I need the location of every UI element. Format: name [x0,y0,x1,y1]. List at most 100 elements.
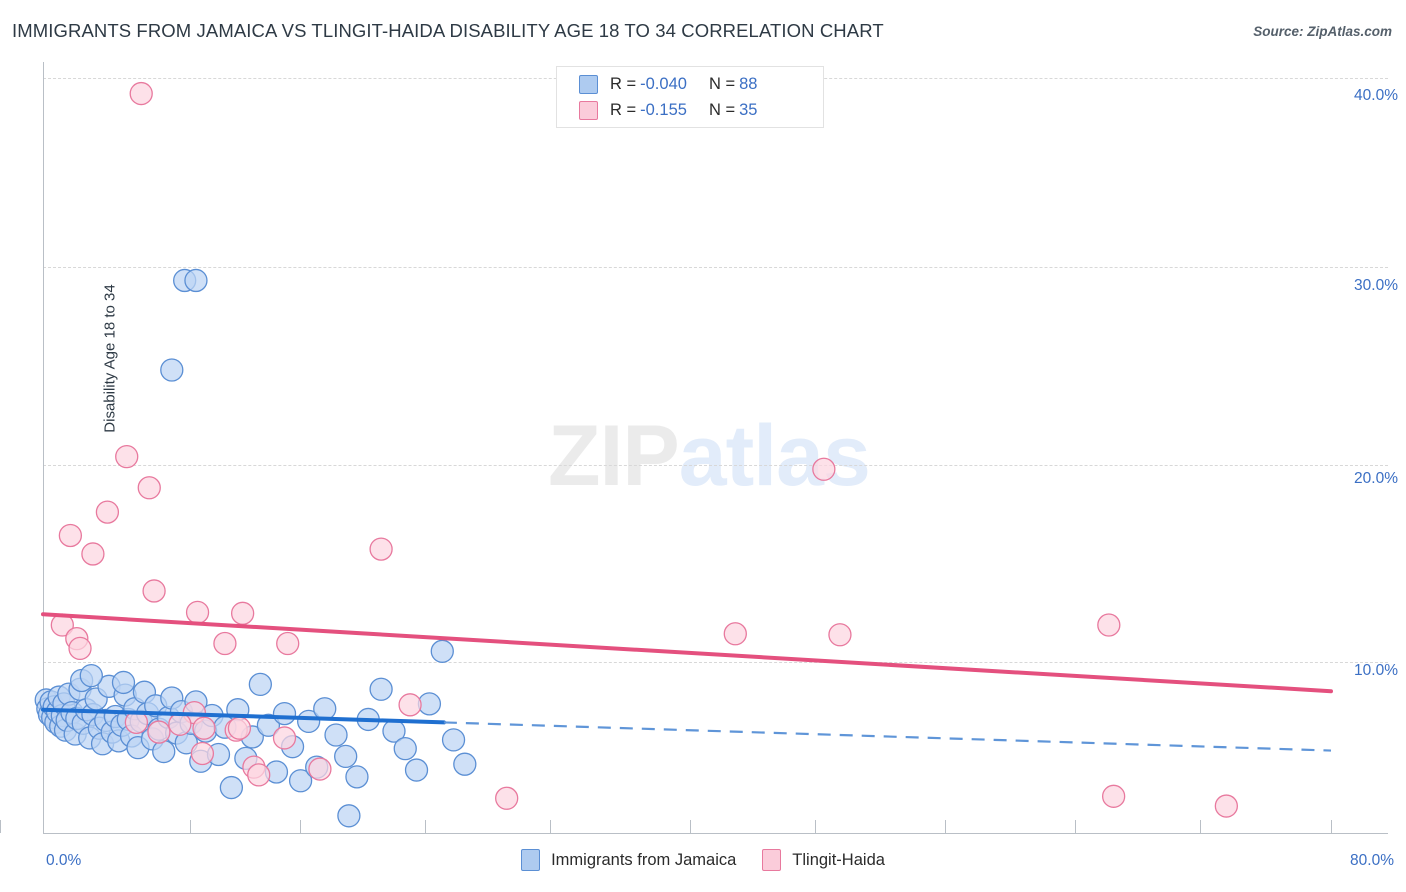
data-point [184,268,208,293]
trendline-tlingit-haida [41,612,1333,694]
data-point [441,728,466,752]
data-point [227,716,252,740]
data-point [256,713,281,737]
data-point [129,81,153,106]
trendline-immigrants-from-jamaica-extrapolated [443,721,1332,752]
data-point [248,672,273,697]
y-tick-label-10: 10.0% [1354,662,1398,679]
stats-row-tlingit-haida: R = -0.155 N = 35 [579,98,757,122]
x-tick-label-max: 80.0% [1350,852,1394,869]
stats-swatch-blue [579,74,598,94]
data-point [1102,784,1126,808]
legend-item-immigrants-from-jamaica[interactable]: Immigrants from Jamaica [521,849,736,871]
data-point [417,692,442,716]
data-point [81,542,105,566]
stats-r-key-blue: R = [610,74,637,93]
data-point [192,716,216,740]
y-tick-label-30: 30.0% [1354,277,1398,294]
data-point [95,500,120,524]
x-tick-label-min: 0.0% [46,852,82,869]
y-axis-line [43,62,44,833]
stats-swatch-pink [579,100,598,120]
data-point [369,537,393,561]
data-point [247,763,271,787]
data-point [58,523,83,548]
data-point [79,663,103,688]
y-tick-label-20: 20.0% [1354,470,1398,487]
data-point [185,600,210,625]
x-tick-2 [300,820,301,833]
page-title: IMMIGRANTS FROM JAMAICA VS TLINGIT-HAIDA… [12,20,884,41]
data-point [142,579,166,603]
stats-r-value-pink: -0.155 [640,100,687,119]
legend-swatch-tlingit-haida [762,849,782,871]
trendline-immigrants-from-jamaica [41,707,446,725]
data-point [393,736,417,761]
stats-r-value-blue: -0.040 [640,74,687,93]
data-point [1097,613,1121,637]
source-attribution: Source: ZipAtlas.com [1253,24,1392,39]
gridline-10 [43,662,1388,663]
data-point [213,631,237,656]
legend-label-immigrants-from-jamaica: Immigrants from Jamaica [551,850,737,869]
data-point [190,741,215,766]
data-point [430,639,454,663]
legend-item-tlingit-haida[interactable]: Tlingit-Haida [762,849,885,871]
data-point [168,712,192,736]
data-point [272,726,297,750]
data-point [296,709,321,734]
data-point [308,757,332,781]
x-tick-6 [815,820,816,833]
data-point [453,752,477,776]
data-point [147,720,171,744]
legend-label-tlingit-haida: Tlingit-Haida [792,850,885,869]
x-tick-7 [945,820,946,833]
legend-swatch-immigrants-from-jamaica [521,849,541,871]
data-point [288,769,313,793]
data-point [398,693,422,717]
data-point [404,758,429,782]
data-point [152,739,176,764]
data-point [230,601,255,625]
data-point [334,744,358,769]
x-tick-10 [1331,820,1332,833]
data-point [111,670,136,695]
stats-n-value-pink: 35 [739,100,758,119]
data-point [115,444,139,469]
x-axis-line [43,833,1388,834]
stats-n-key-blue: N = [708,74,736,93]
data-point [272,701,297,726]
data-point [219,775,244,800]
stats-n-value-blue: 88 [739,74,758,93]
x-tick-5 [690,820,691,833]
correlation-stats-box: R = -0.040 N = 88 R = -0.155 N = 35 [556,66,824,128]
x-tick-1 [190,820,191,833]
x-tick-8 [1075,820,1076,833]
data-point [369,677,393,701]
data-point [345,765,369,789]
stats-r-key-pink: R = [610,100,637,119]
series-points-tlingit-haida [50,81,1238,818]
stats-row-immigrants-from-jamaica: R = -0.040 N = 88 [579,72,757,96]
data-point [1214,794,1238,818]
x-tick-hidden2 [0,820,1,833]
data-point [324,723,348,747]
data-point [723,622,747,646]
gridline-20 [43,465,1388,466]
data-point [160,358,184,382]
data-point [68,636,92,661]
data-point [337,804,361,828]
x-tick-3 [425,820,426,833]
data-point [495,786,519,810]
data-point [276,631,300,656]
x-tick-9 [1200,820,1201,833]
series-legend: Immigrants from Jamaica Tlingit-Haida [0,849,1406,871]
y-tick-label-40: 40.0% [1354,87,1398,104]
x-tick-4 [550,820,551,833]
data-point [828,623,852,647]
gridline-30 [43,267,1388,268]
data-point [137,476,161,500]
stats-n-key-pink: N = [708,100,736,119]
